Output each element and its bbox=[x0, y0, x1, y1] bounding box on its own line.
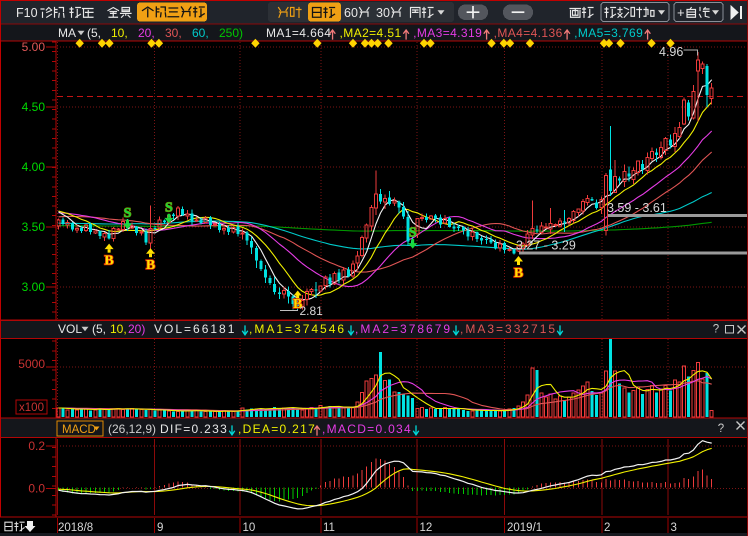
svg-text:VOL=66181: VOL=66181 bbox=[154, 322, 236, 336]
svg-text:B: B bbox=[514, 266, 523, 281]
svg-text:MACD: MACD bbox=[62, 424, 96, 436]
svg-text:10,: 10, bbox=[110, 322, 127, 336]
svg-text:,MA4=4.136: ,MA4=4.136 bbox=[494, 26, 563, 40]
svg-text:2: 2 bbox=[604, 522, 610, 534]
svg-text:(26,12,9): (26,12,9) bbox=[108, 422, 156, 436]
svg-text:S: S bbox=[124, 206, 132, 221]
svg-text:3.59 - 3.61: 3.59 - 3.61 bbox=[607, 201, 667, 215]
svg-text:5.00: 5.00 bbox=[22, 40, 46, 54]
svg-text:0.2: 0.2 bbox=[28, 439, 45, 453]
svg-text:(5,: (5, bbox=[92, 322, 106, 336]
svg-text:3: 3 bbox=[671, 522, 677, 534]
svg-text:,MA3=4.319: ,MA3=4.319 bbox=[413, 26, 482, 40]
svg-text:MA: MA bbox=[58, 26, 76, 40]
svg-text:x100: x100 bbox=[19, 402, 44, 414]
svg-text:,MA3=332715: ,MA3=332715 bbox=[460, 322, 557, 336]
svg-text:B: B bbox=[293, 297, 302, 312]
svg-text:60,: 60, bbox=[192, 26, 209, 40]
svg-text:5000: 5000 bbox=[18, 357, 45, 371]
svg-text:30,: 30, bbox=[165, 26, 182, 40]
svg-text:0.0: 0.0 bbox=[28, 482, 45, 496]
svg-text:,MA2=378679: ,MA2=378679 bbox=[355, 322, 452, 336]
svg-text:F10: F10 bbox=[16, 6, 38, 20]
svg-text:,MA5=3.769: ,MA5=3.769 bbox=[574, 26, 643, 40]
svg-text:2.81: 2.81 bbox=[300, 304, 324, 318]
svg-text:DIF=0.233: DIF=0.233 bbox=[160, 422, 228, 436]
svg-text:S: S bbox=[165, 200, 173, 215]
svg-text:(5,: (5, bbox=[87, 26, 101, 40]
svg-text:11: 11 bbox=[323, 522, 335, 534]
svg-text:9: 9 bbox=[157, 522, 163, 534]
svg-text:MA1=4.664: MA1=4.664 bbox=[266, 26, 331, 40]
svg-text:12: 12 bbox=[420, 522, 433, 534]
svg-text:10: 10 bbox=[243, 522, 256, 534]
svg-text:20): 20) bbox=[128, 322, 145, 336]
svg-text:?: ? bbox=[713, 324, 719, 336]
svg-text:B: B bbox=[146, 258, 155, 273]
svg-text:4.96: 4.96 bbox=[659, 45, 683, 59]
svg-text:2018/8: 2018/8 bbox=[58, 522, 93, 534]
svg-text:+: + bbox=[677, 5, 685, 20]
svg-text:3.50: 3.50 bbox=[22, 220, 46, 234]
svg-text:,MA2=4.51: ,MA2=4.51 bbox=[340, 26, 402, 40]
svg-text:?: ? bbox=[718, 423, 724, 435]
svg-text:,MACD=0.034: ,MACD=0.034 bbox=[322, 422, 412, 436]
svg-text:S: S bbox=[409, 226, 417, 241]
svg-text:VOL: VOL bbox=[58, 322, 82, 336]
svg-text:,MA1=374546: ,MA1=374546 bbox=[249, 322, 346, 336]
svg-text:2019/1: 2019/1 bbox=[507, 522, 542, 534]
svg-text:B: B bbox=[104, 254, 113, 269]
svg-text:4.50: 4.50 bbox=[22, 100, 46, 114]
svg-text:3.27 - 3.29: 3.27 - 3.29 bbox=[516, 239, 576, 253]
svg-text:4.00: 4.00 bbox=[22, 160, 46, 174]
svg-text:20,: 20, bbox=[138, 26, 155, 40]
svg-text:60: 60 bbox=[344, 6, 358, 20]
svg-text:10,: 10, bbox=[111, 26, 128, 40]
svg-text:,DEA=0.217: ,DEA=0.217 bbox=[238, 422, 316, 436]
svg-text:30: 30 bbox=[376, 6, 390, 20]
svg-text:3.00: 3.00 bbox=[22, 280, 46, 294]
svg-text:250): 250) bbox=[219, 26, 243, 40]
